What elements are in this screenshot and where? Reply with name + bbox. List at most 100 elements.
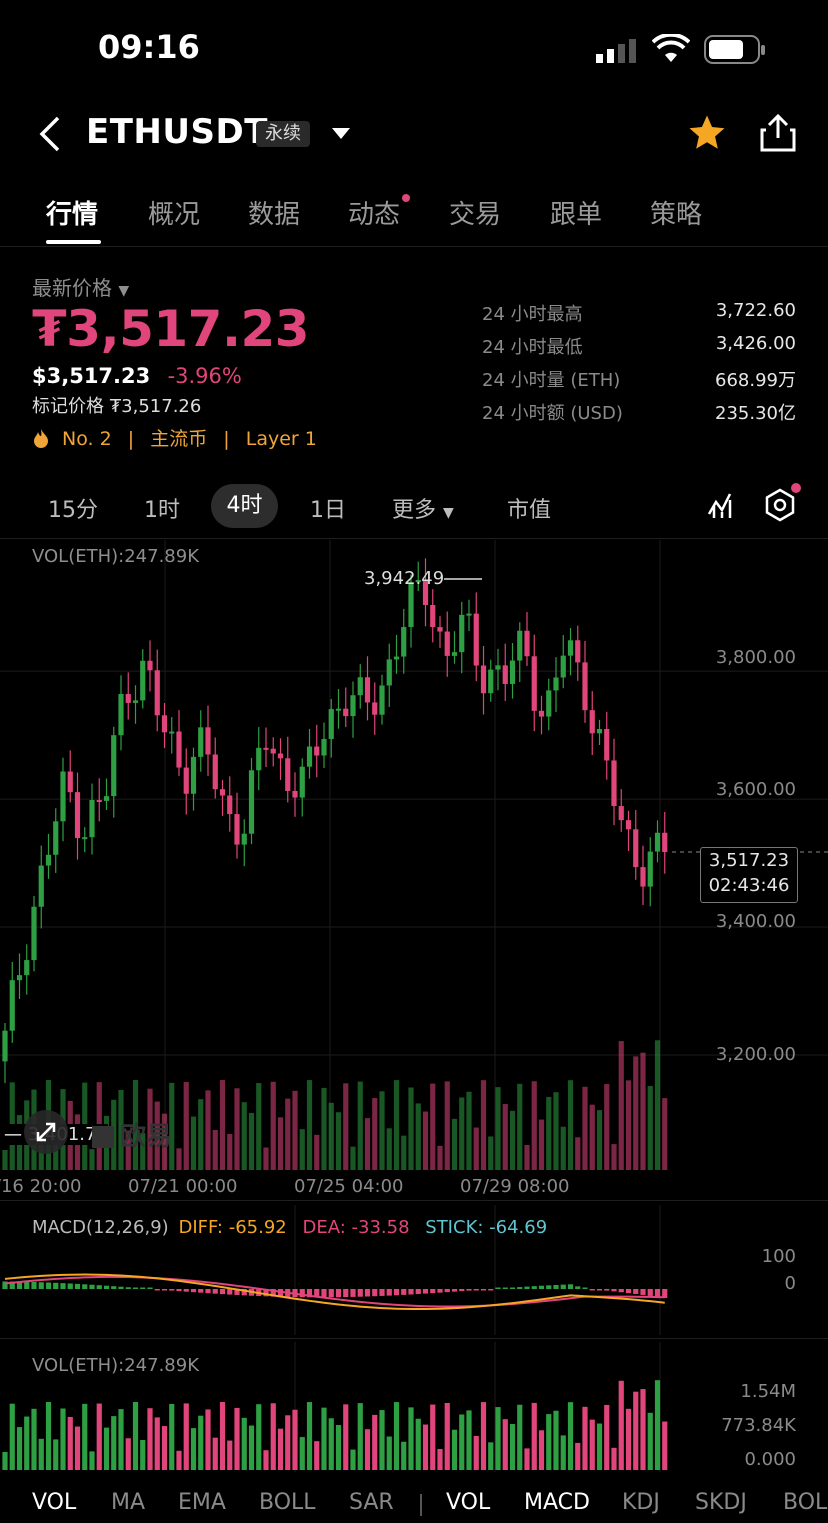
volume-panel-bar: [546, 1414, 552, 1470]
expand-chart-icon[interactable]: [24, 1110, 68, 1154]
indicator-vol-sub[interactable]: VOL: [446, 1490, 491, 1515]
candle-body: [328, 709, 334, 739]
timeframe-15m[interactable]: 15分: [48, 498, 98, 523]
chart-type-icon[interactable]: [706, 490, 738, 524]
macd-stick-bar: [343, 1289, 349, 1298]
macd-stick-bar: [625, 1289, 632, 1294]
volume-bar: [509, 1110, 516, 1170]
price-change: -3.96%: [167, 364, 242, 388]
candle-body: [509, 660, 516, 684]
fire-icon: [32, 428, 50, 453]
candle-body: [125, 693, 131, 703]
volume-panel-bar: [553, 1410, 559, 1470]
signal-icon: [596, 38, 640, 68]
candle-body: [437, 627, 443, 632]
pair-dropdown-icon[interactable]: [330, 126, 352, 146]
indicator-skdj[interactable]: SKDJ: [695, 1490, 747, 1515]
macd-stick-bar: [314, 1289, 320, 1298]
macd-stick-bar: [647, 1289, 653, 1296]
candle-body: [169, 731, 175, 734]
macd-stick-bar: [401, 1289, 407, 1295]
indicator-sar[interactable]: SAR: [349, 1490, 394, 1515]
volume-bar: [314, 1134, 320, 1170]
indicator-macd[interactable]: MACD: [524, 1490, 590, 1515]
back-icon[interactable]: [34, 114, 64, 158]
volume-bar: [241, 1102, 247, 1170]
volume-bar: [357, 1081, 363, 1170]
candle-body: [401, 627, 407, 657]
latest-price-label[interactable]: 最新价格 ▼: [32, 276, 130, 300]
timeframe-4h[interactable]: 4时: [211, 484, 278, 528]
volume-bar: [335, 1112, 342, 1170]
indicator-kdj[interactable]: KDJ: [622, 1490, 660, 1515]
volume-bar: [430, 1083, 436, 1170]
candle-body: [531, 656, 537, 711]
volume-panel-bar: [154, 1417, 160, 1470]
pair-title[interactable]: ETHUSDT: [86, 112, 268, 152]
volume-panel-bar: [24, 1416, 30, 1470]
indicator-boll-2[interactable]: BOLL: [783, 1490, 828, 1515]
candle-body: [2, 1030, 8, 1062]
volume-bar: [567, 1080, 574, 1170]
tab-market[interactable]: 行情: [46, 200, 99, 230]
candle-body: [31, 906, 37, 961]
price-tick-3400: 3,400.00: [715, 911, 796, 932]
tab-underline: [46, 240, 101, 244]
macd-stick-bar: [154, 1289, 160, 1291]
volume-panel-bar: [488, 1442, 494, 1470]
candle-body: [408, 582, 414, 628]
candle-body: [480, 665, 487, 694]
tab-overview[interactable]: 概况: [148, 200, 201, 230]
candle-body: [111, 735, 117, 797]
volume-bar: [328, 1102, 334, 1170]
volume-bar: [575, 1137, 581, 1170]
indicator-ma[interactable]: MA: [111, 1490, 146, 1515]
volume-panel-bar: [459, 1414, 465, 1470]
tab-trade[interactable]: 交易: [449, 200, 502, 230]
volume-bar: [560, 1126, 566, 1170]
stat-label-low: 24 小时最低: [482, 337, 583, 358]
volume-panel-bar: [227, 1440, 233, 1470]
candle-body: [241, 833, 247, 845]
volume-bar: [611, 1144, 617, 1170]
chart-settings-icon[interactable]: [764, 488, 796, 526]
volume-bar: [176, 1148, 182, 1170]
macd-stick-bar: [16, 1281, 23, 1289]
macd-stick-bar: [524, 1286, 530, 1289]
favorite-star-icon[interactable]: [686, 112, 728, 158]
tab-news[interactable]: 动态: [348, 200, 401, 230]
volume-bar: [125, 1130, 131, 1170]
share-icon[interactable]: [758, 112, 798, 158]
macd-stick-bar: [466, 1289, 472, 1291]
volume-panel-bar: [437, 1448, 443, 1470]
volume-bar: [502, 1104, 508, 1170]
macd-stick-bar: [531, 1286, 537, 1289]
indicator-vol-main[interactable]: VOL: [32, 1490, 77, 1515]
macd-stick-bar: [234, 1289, 240, 1295]
indicator-ema[interactable]: EMA: [178, 1490, 226, 1515]
timeframe-1d[interactable]: 1日: [310, 498, 346, 523]
volume-panel-bar: [111, 1416, 117, 1470]
macd-stick-bar: [415, 1289, 421, 1295]
timeframe-1h[interactable]: 1时: [144, 498, 180, 523]
market-cap-tab[interactable]: 市值: [507, 498, 552, 523]
volume-bar: [415, 1103, 421, 1170]
candle-body: [524, 630, 530, 657]
macd-stick-bar: [96, 1285, 102, 1289]
stat-label-high: 24 小时最高: [482, 304, 583, 325]
candle-body: [96, 800, 102, 803]
volume-panel-bar: [430, 1404, 436, 1470]
volume-panel-bar: [422, 1424, 429, 1470]
macd-stick-bar: [473, 1289, 479, 1291]
timeframe-more[interactable]: 更多 ▼: [392, 498, 454, 523]
macd-stick-bar: [53, 1282, 59, 1289]
tab-copy[interactable]: 跟单: [550, 200, 603, 230]
volume-bar: [205, 1090, 211, 1170]
candle-body: [357, 677, 363, 696]
indicator-boll[interactable]: BOLL: [259, 1490, 316, 1515]
macd-stick-bar: [31, 1282, 37, 1289]
tab-data[interactable]: 数据: [248, 200, 301, 230]
tab-strategy[interactable]: 策略: [650, 200, 703, 230]
volume-bar: [350, 1146, 356, 1170]
candle-body: [190, 756, 197, 794]
